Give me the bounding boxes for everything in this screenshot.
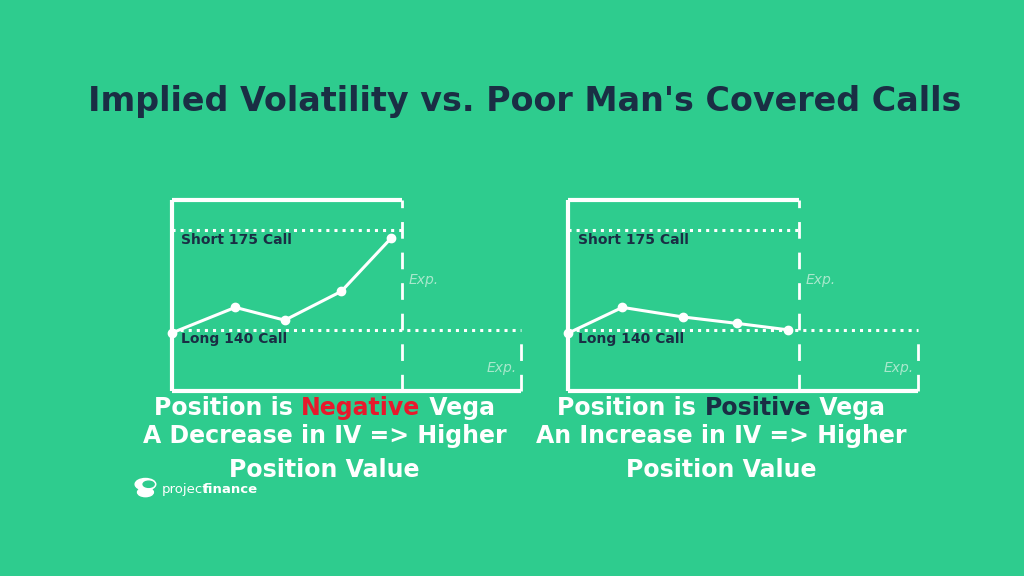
Circle shape bbox=[135, 479, 156, 490]
Text: Positive: Positive bbox=[705, 396, 811, 420]
Text: Implied Volatility vs. Poor Man's Covered Calls: Implied Volatility vs. Poor Man's Covere… bbox=[88, 85, 962, 118]
Circle shape bbox=[143, 481, 155, 487]
Text: Negative: Negative bbox=[301, 396, 421, 420]
Text: finance: finance bbox=[203, 483, 258, 496]
Text: Short 175 Call: Short 175 Call bbox=[578, 233, 689, 247]
Text: Exp.: Exp. bbox=[806, 273, 836, 287]
Text: Exp.: Exp. bbox=[884, 361, 913, 375]
Text: Long 140 Call: Long 140 Call bbox=[578, 332, 684, 346]
Text: Exp.: Exp. bbox=[409, 273, 439, 287]
Text: Position is: Position is bbox=[557, 396, 705, 420]
Text: Long 140 Call: Long 140 Call bbox=[181, 332, 288, 346]
Text: An Increase in IV => Higher
Position Value: An Increase in IV => Higher Position Val… bbox=[536, 424, 906, 482]
Text: Position is: Position is bbox=[155, 396, 301, 420]
Text: Exp.: Exp. bbox=[486, 361, 517, 375]
Text: Vega: Vega bbox=[811, 396, 885, 420]
Text: Vega: Vega bbox=[421, 396, 495, 420]
Text: Short 175 Call: Short 175 Call bbox=[181, 233, 292, 247]
Text: A Decrease in IV => Higher
Position Value: A Decrease in IV => Higher Position Valu… bbox=[142, 424, 506, 482]
Circle shape bbox=[137, 488, 154, 497]
Text: project: project bbox=[162, 483, 208, 496]
